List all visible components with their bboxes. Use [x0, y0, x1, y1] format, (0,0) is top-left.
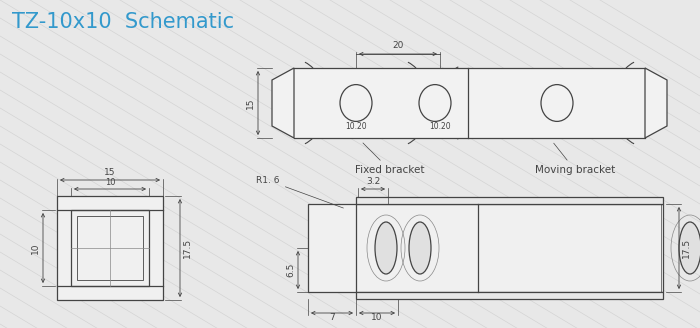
Text: 17.5: 17.5: [183, 238, 192, 258]
Text: 20: 20: [392, 41, 404, 50]
Text: 10: 10: [105, 178, 116, 187]
Text: 15: 15: [104, 168, 116, 177]
Bar: [308, 204, 663, 292]
Bar: [308, 204, 663, 292]
Text: R1. 6: R1. 6: [256, 176, 344, 208]
Ellipse shape: [679, 222, 700, 274]
Polygon shape: [645, 68, 667, 138]
Text: Moving bracket: Moving bracket: [535, 143, 615, 175]
Ellipse shape: [409, 222, 431, 274]
Text: 17.5: 17.5: [682, 238, 691, 258]
Ellipse shape: [340, 85, 372, 121]
Bar: [356, 197, 663, 204]
Text: Fixed bracket: Fixed bracket: [355, 143, 425, 175]
Text: 10.20: 10.20: [345, 122, 367, 131]
Polygon shape: [272, 68, 294, 138]
Bar: [57, 196, 163, 300]
Bar: [77, 216, 143, 280]
Ellipse shape: [375, 222, 397, 274]
Bar: [294, 68, 645, 138]
Text: 10: 10: [371, 313, 383, 321]
Text: TZ-10x10  Schematic: TZ-10x10 Schematic: [12, 12, 234, 32]
Text: 7: 7: [329, 313, 335, 321]
Bar: [71, 210, 149, 286]
Text: 6.5: 6.5: [286, 263, 295, 277]
Ellipse shape: [541, 85, 573, 121]
Ellipse shape: [419, 85, 451, 121]
Text: 10: 10: [31, 242, 40, 254]
Text: 3.2: 3.2: [366, 177, 380, 186]
Text: 15: 15: [246, 97, 255, 109]
Bar: [356, 292, 663, 299]
Text: 10.20: 10.20: [429, 122, 451, 131]
